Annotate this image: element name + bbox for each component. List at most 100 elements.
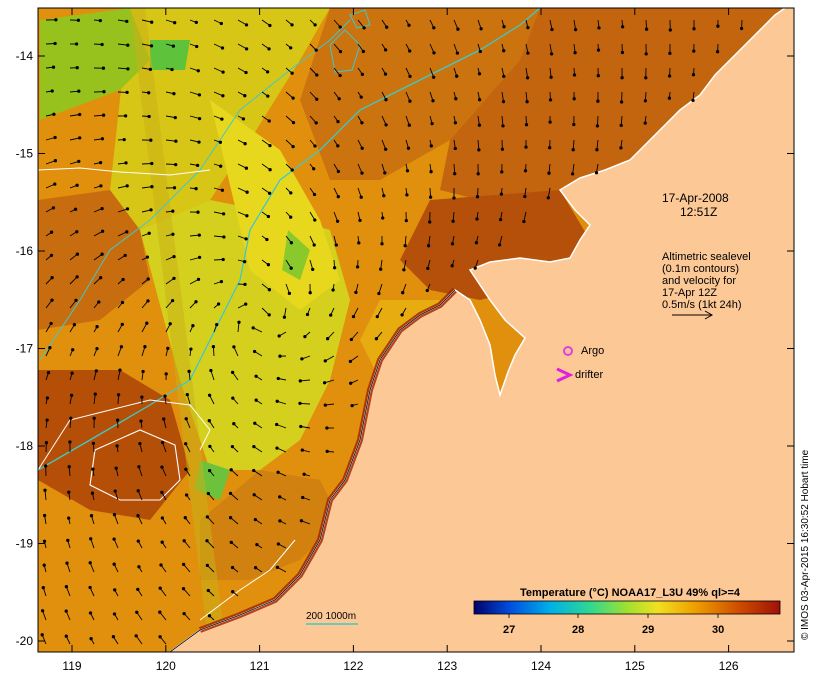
velocity-arrow-head [220,117,224,121]
velocity-arrow-head [524,123,529,127]
velocity-arrow [213,235,224,238]
velocity-arrow-head [237,320,241,324]
velocity-arrow-head [171,209,175,213]
velocity-arrow-head [66,538,70,543]
velocity-arrow-head [187,369,191,374]
velocity-arrow [45,160,56,165]
velocity-arrow-head [313,144,317,148]
velocity-arrow-head [315,73,319,77]
velocity-arrow-head [360,146,364,150]
velocity-arrow [93,253,103,261]
velocity-arrow-head [125,19,129,24]
velocity-arrow-head [158,635,162,639]
velocity-arrow-head [644,27,649,31]
velocity-arrow-head [112,562,116,566]
velocity-arrow-head [115,418,120,422]
velocity-arrow-head [331,288,335,292]
velocity-arrow-head [197,140,201,144]
velocity-arrow-head [275,565,280,570]
velocity-arrow-head [184,467,188,471]
velocity-arrow-head [325,426,329,430]
velocity-arrow-head [89,514,94,518]
velocity-arrow-head [99,184,103,188]
plot-frame [37,7,795,653]
velocity-arrow [213,67,224,73]
y-tick-label: -14 [16,49,34,63]
velocity-arrow-head [426,266,430,271]
velocity-arrow-head [384,147,388,151]
velocity-arrow-head [112,537,116,541]
velocity-arrow-head [102,90,106,94]
velocity-arrow-head [158,610,162,614]
velocity-arrow-head [266,94,270,98]
velocity-arrow-head [596,99,600,103]
velocity-arrow [596,115,599,126]
velocity-arrow-head [138,441,142,446]
velocity-arrow-head [619,100,624,104]
velocity-arrow-head [51,65,56,69]
velocity-arrow [501,115,504,126]
velocity-arrow-head [432,75,436,79]
velocity-arrow-head [150,161,154,166]
velocity-arrow-head [42,563,46,567]
velocity-arrow-head [407,123,411,127]
velocity-arrow-head [191,324,195,328]
velocity-arrow-head [174,162,178,167]
velocity-arrow-head [453,146,457,151]
velocity-arrow-head [450,242,455,246]
velocity-arrow-head [619,123,623,128]
velocity-arrow-head [526,51,530,55]
velocity-arrow-head [450,264,454,268]
velocity-arrow [141,322,148,333]
velocity-arrow-head [572,97,576,101]
velocity-arrow-head [150,20,154,24]
velocity-arrow-head [337,97,341,101]
velocity-arrow [333,211,339,222]
velocity-arrow-head [336,119,340,124]
velocity-arrow-head [289,241,294,245]
velocity-arrow-head [64,585,69,589]
velocity-arrow-head [126,43,130,47]
velocity-arrow-head [476,172,480,176]
velocity-arrow-head [207,468,212,473]
velocity-arrow-head [523,169,528,173]
velocity-arrow [165,300,173,309]
velocity-arrow-head [50,276,54,280]
velocity-arrow-head [451,219,455,223]
velocity-arrow-head [432,26,436,30]
velocity-arrow-head [149,208,153,212]
velocity-arrow-head [456,27,460,31]
x-tick-label: 124 [531,659,551,673]
velocity-arrow-head [291,120,296,125]
velocity-arrow-head [384,98,388,102]
velocity-arrow-head [99,276,103,280]
velocity-arrow-head [452,196,456,200]
x-tick-label: 125 [625,659,645,673]
velocity-arrow-head [243,94,247,98]
velocity-arrow-head [502,49,506,53]
velocity-arrow-head [120,300,125,305]
velocity-arrow-head [290,71,294,75]
velocity-arrow-head [146,277,150,281]
velocity-arrow-head [252,444,256,449]
velocity-arrow-head [145,321,149,325]
velocity-arrow-head [267,119,271,123]
velocity-arrow-head [406,146,411,150]
velocity-arrow [45,323,52,333]
velocity-arrow-head [314,48,318,52]
velocity-arrow-head [139,419,143,423]
velocity-arrow-head [140,395,144,399]
velocity-arrow-head [595,124,600,128]
velocity-arrow-head [336,195,340,199]
velocity-arrow-head [548,120,552,124]
velocity-arrow-head [147,231,151,235]
velocity-arrow-head [359,195,363,199]
altimetry-line-3: and velocity for [662,275,736,287]
velocity-arrow-head [426,244,431,248]
velocity-arrow-head [383,72,388,76]
velocity-arrow-head [360,121,364,125]
velocity-arrow-head [160,465,164,469]
velocity-arrow-head [301,495,305,500]
velocity-arrow-head [69,393,74,398]
velocity-arrow-head [162,417,166,421]
